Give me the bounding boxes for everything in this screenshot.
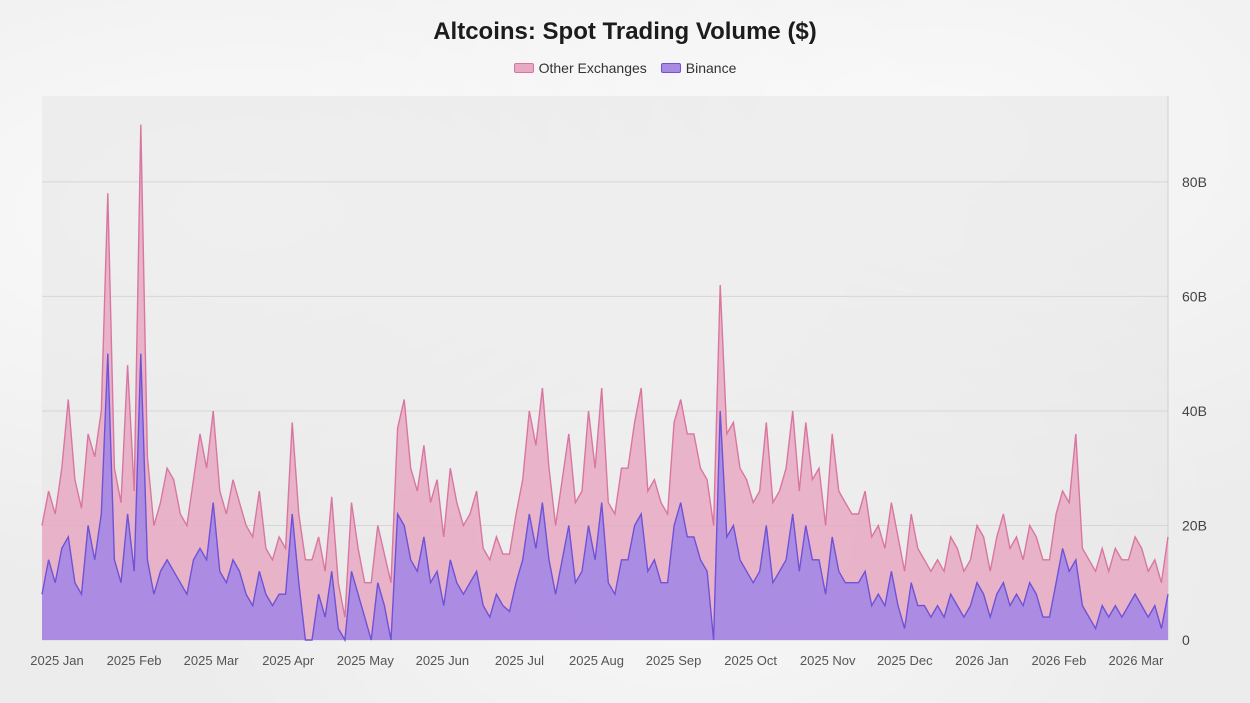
x-tick-label: 2025 Jan: [30, 653, 84, 668]
series-binance-line: [41, 353, 1169, 643]
chart-title: Altcoins: Spot Trading Volume ($): [433, 18, 817, 45]
x-tick-label: 2025 May: [337, 653, 395, 668]
x-tick-label: 2025 Jul: [495, 653, 544, 668]
x-tick-label: 2025 Oct: [724, 653, 777, 668]
x-tick-label: 2025 Feb: [107, 653, 162, 668]
x-tick-label: 2025 Aug: [569, 653, 624, 668]
legend-item-binance[interactable]: Binance: [660, 60, 737, 76]
y-tick-label: 40B: [1182, 403, 1207, 419]
legend-swatch-other-exchanges: [513, 63, 534, 73]
legend-label-other-exchanges: Other Exchanges: [538, 60, 647, 76]
legend-item-other-exchanges[interactable]: Other Exchanges: [513, 60, 647, 76]
y-tick-label: 0: [1182, 632, 1190, 648]
x-tick-label: 2026 Jan: [955, 653, 1009, 668]
series-binance-area: [42, 353, 1168, 640]
legend-label-binance: Binance: [685, 60, 737, 76]
y-tick-label: 60B: [1182, 288, 1207, 304]
x-tick-label: 2025 Nov: [800, 653, 856, 668]
x-tick-label: 2026 Feb: [1031, 653, 1086, 668]
y-tick-label: 80B: [1182, 174, 1207, 190]
x-tick-label: 2025 Mar: [184, 653, 240, 668]
x-tick-label: 2025 Sep: [646, 653, 702, 668]
x-tick-label: 2025 Dec: [877, 653, 933, 668]
legend: Other Exchanges Binance: [0, 60, 1250, 76]
series-other-exchanges-line: [41, 124, 1169, 618]
x-tick-label: 2026 Mar: [1109, 653, 1165, 668]
y-tick-label: 20B: [1182, 517, 1207, 533]
legend-swatch-binance: [660, 63, 681, 73]
x-tick-label: 2025 Jun: [416, 653, 470, 668]
x-tick-label: 2025 Apr: [262, 653, 315, 668]
